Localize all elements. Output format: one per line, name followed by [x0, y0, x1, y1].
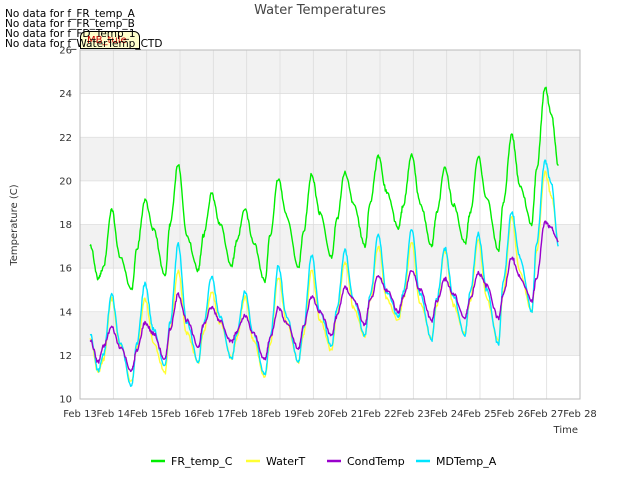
x-tick-label: Feb 14: [97, 409, 131, 420]
x-tick-label: Feb 22: [363, 409, 397, 420]
series-line-FR_temp_C: [89, 86, 559, 291]
x-tick-label: Feb 27: [530, 409, 564, 420]
y-tick-label: 10: [59, 395, 72, 406]
nodata-message: No data for f_FR_temp_B: [5, 18, 135, 30]
y-tick-label: 26: [59, 46, 72, 57]
y-tick-label: 16: [59, 264, 72, 275]
nodata-message: No data for f_WaterTemp_CTD: [5, 38, 163, 50]
y-tick-label: 12: [59, 351, 72, 362]
x-tick-label: Feb 28: [563, 409, 597, 420]
x-tick-label: Feb 17: [197, 409, 231, 420]
x-tick-label: Feb 24: [430, 409, 464, 420]
grid-band: [80, 50, 580, 94]
series-lines: [89, 86, 559, 387]
chart-title: Water Temperatures: [254, 3, 386, 18]
y-tick-label: 18: [59, 220, 72, 231]
grid-lines: [79, 49, 581, 400]
y-tick-label: 20: [59, 176, 72, 187]
x-tick-label: Feb 16: [163, 409, 197, 420]
plot-frame: [79, 49, 581, 400]
legend: FR_temp_C WaterT CondTemp MDTemp_A: [151, 455, 497, 468]
x-tick-label: Feb 19: [263, 409, 297, 420]
x-tick-label: Feb 21: [330, 409, 364, 420]
x-tick-label: Feb 13: [63, 409, 97, 420]
y-axis-ticks: 10 12 14 16 18 20 22 24 26: [59, 46, 72, 406]
grid-band: [80, 137, 580, 181]
x-axis-ticks: Feb 13 Feb 14 Feb 15 Feb 16 Feb 17 Feb 18 Feb …: [63, 409, 597, 420]
x-tick-label: Feb 15: [130, 409, 164, 420]
x-tick-label: Feb 25: [463, 409, 497, 420]
y-tick-label: 14: [59, 307, 72, 318]
x-tick-label: Feb 18: [230, 409, 264, 420]
x-axis-label: Time: [553, 425, 578, 436]
nodata-message: No data for f_FR_temp_A: [5, 8, 135, 20]
plot-background-bands: [80, 50, 580, 356]
series-line-CondTemp: [89, 220, 559, 373]
station-tag: MB_tule: [80, 31, 140, 49]
legend-label-WaterT: WaterT: [266, 455, 306, 468]
x-tick-label: Feb 23: [397, 409, 431, 420]
legend-label-FR_temp_C: FR_temp_C: [171, 455, 233, 468]
y-tick-label: 22: [59, 133, 72, 144]
x-tick-label: Feb 26: [497, 409, 531, 420]
y-axis-label: Temperature (C): [9, 184, 20, 266]
legend-label-MDTemp_A: MDTemp_A: [436, 455, 497, 468]
y-tick-label: 24: [59, 89, 72, 100]
x-tick-label: Feb 20: [297, 409, 331, 420]
nodata-message: No data for f_FD_Temp_1: [5, 28, 136, 40]
legend-label-CondTemp: CondTemp: [347, 455, 405, 468]
